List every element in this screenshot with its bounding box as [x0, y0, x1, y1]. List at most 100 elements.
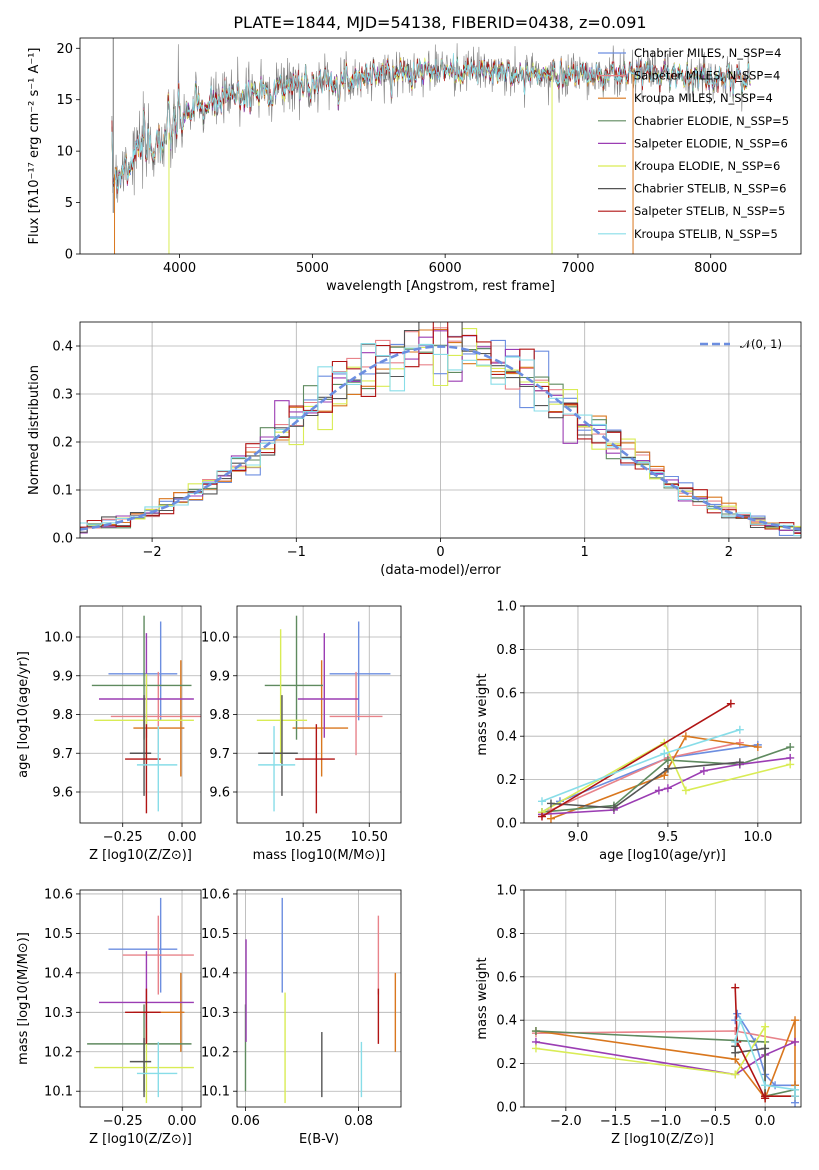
y-tick-label: 10.0	[201, 631, 230, 646]
x-tick-label: 6000	[429, 261, 462, 276]
errorbar-point	[136, 1041, 178, 1098]
y-tick-label: 0.6	[496, 970, 517, 985]
axes-frame	[236, 889, 402, 1108]
weight-marker	[731, 1048, 740, 1057]
legend: 𝒩(0, 1)	[700, 337, 782, 351]
y-tick-label: 20	[56, 42, 73, 57]
mass-weight-vs-metallicity-panel: −2.0 −1.5 −1.0 −0.5 0.0 0.0 0.2 0.4 0.6 0.8 1.0 Z […	[475, 884, 802, 1147]
y-tick-label: 10	[56, 145, 73, 160]
legend-entry: Kroupa ELODIE, N_SSP=6	[634, 159, 780, 173]
weight-marker	[786, 743, 795, 752]
residual-histogram-step	[80, 328, 801, 530]
x-tick-label: 0	[436, 545, 444, 560]
weight-marker	[663, 764, 672, 773]
grid-lines	[524, 889, 801, 1108]
y-tick-label: 1.0	[496, 884, 517, 899]
errorbar-point	[329, 621, 391, 721]
x-tick-label: 0.00	[168, 830, 197, 845]
weight-marker	[761, 1092, 770, 1101]
x-tick-label: 2	[725, 545, 733, 560]
weight-marker	[731, 983, 740, 992]
errorbar-point	[122, 915, 194, 995]
y-tick-label: 0.0	[52, 532, 73, 547]
x-axis-label: wavelength [Angstrom, rest frame]	[326, 279, 555, 294]
residual-histogram-step	[80, 328, 801, 534]
x-tick-label: −1.0	[650, 1114, 682, 1129]
weight-series	[537, 699, 735, 821]
residual-histogram-panel: −2 −1 0 1 2 0.0 0.1 0.2 0.3 0.4 (data-model)/error…	[27, 321, 802, 578]
x-tick-label: 10.0	[743, 830, 772, 845]
legend-entry: Salpeter STELIB, N_SSP=5	[634, 204, 785, 218]
errorbar-point	[129, 695, 152, 796]
x-axis-label: E(B-V)	[299, 1132, 339, 1147]
weight-marker	[761, 1081, 770, 1090]
y-tick-label: 0.2	[496, 1057, 517, 1072]
plot-area	[537, 699, 795, 823]
weight-marker	[546, 814, 555, 823]
weight-marker	[761, 1022, 770, 1031]
y-tick-label: 15	[56, 93, 73, 108]
plot-area	[91, 615, 201, 814]
weight-marker	[731, 1070, 740, 1079]
weight-marker	[736, 1016, 745, 1025]
chart-title: PLATE=1844, MJD=54138, FIBERID=0438, z=0…	[233, 13, 646, 32]
plot-area	[87, 897, 194, 1104]
weight-marker	[735, 738, 744, 747]
grid-lines	[237, 606, 401, 823]
x-tick-label: −1.5	[600, 1114, 632, 1129]
plot-area	[256, 615, 391, 814]
legend-entry: Chabrier MILES, N_SSP=4	[634, 46, 781, 60]
y-axis-label: Flux [fλ10⁻¹⁷ erg cm⁻² s⁻¹ A⁻¹]	[27, 48, 42, 245]
weight-series	[537, 725, 744, 806]
y-tick-label: 10.6	[201, 887, 230, 902]
axes-frame	[236, 605, 402, 824]
x-axis-label: mass [log10(M/M⊙)]	[253, 848, 386, 863]
x-tick-label: 0.08	[344, 1114, 373, 1129]
legend-entry: Salpeter ELODIE, N_SSP=6	[634, 136, 788, 150]
y-tick-label: 0.2	[496, 773, 517, 788]
y-tick-label: 0.1	[52, 484, 73, 499]
y-tick-label: 10.1	[201, 1085, 230, 1100]
y-tick-label: 0.8	[496, 643, 517, 658]
weight-marker	[681, 732, 690, 741]
legend-entry: 𝒩(0, 1)	[740, 337, 782, 351]
weight-marker	[699, 766, 708, 775]
mass-vs-extinction-panel: 0.06 0.08 10.1 10.2 10.3 10.4 10.5 10.6 E(B-V)	[201, 887, 402, 1147]
y-tick-label: 10.4	[44, 966, 73, 981]
weight-marker	[791, 1037, 800, 1046]
x-tick-label: −2.0	[550, 1114, 582, 1129]
y-tick-label: 9.7	[52, 747, 73, 762]
errorbar-point	[108, 621, 178, 721]
axes-frame	[523, 889, 802, 1108]
grid-lines	[80, 890, 201, 1107]
errorbar-point	[129, 1037, 152, 1098]
weight-marker	[660, 749, 669, 758]
errorbar-point	[329, 671, 383, 756]
legend: Chabrier MILES, N_SSP=4 Salpeter MILES, N…	[598, 46, 789, 241]
y-tick-label: 9.6	[209, 786, 230, 801]
legend-entry: Chabrier ELODIE, N_SSP=5	[634, 114, 789, 128]
y-tick-label: 1.0	[496, 600, 517, 615]
weight-line	[541, 702, 732, 818]
weight-marker	[681, 786, 690, 795]
legend-entry: Kroupa STELIB, N_SSP=5	[634, 227, 778, 241]
x-tick-label: 0.0	[755, 1114, 776, 1129]
axes-frame	[79, 321, 802, 539]
x-tick-label: 0.00	[168, 1114, 197, 1129]
weight-marker	[654, 786, 663, 795]
weight-marker	[733, 1009, 742, 1018]
y-tick-label: 0.8	[496, 927, 517, 942]
y-tick-label: 10.1	[44, 1085, 73, 1100]
weight-marker	[537, 812, 546, 821]
weight-series	[731, 1016, 800, 1101]
weight-marker	[753, 743, 762, 752]
y-axis-label: mass weight	[475, 957, 490, 1039]
errorbar-point	[258, 726, 296, 812]
x-tick-label: 10.25	[285, 830, 322, 845]
y-tick-label: 10.5	[44, 927, 73, 942]
y-tick-label: 10.3	[44, 1006, 73, 1021]
weight-series	[546, 732, 762, 823]
weight-marker	[531, 1044, 540, 1053]
y-tick-label: 10.0	[44, 631, 73, 646]
